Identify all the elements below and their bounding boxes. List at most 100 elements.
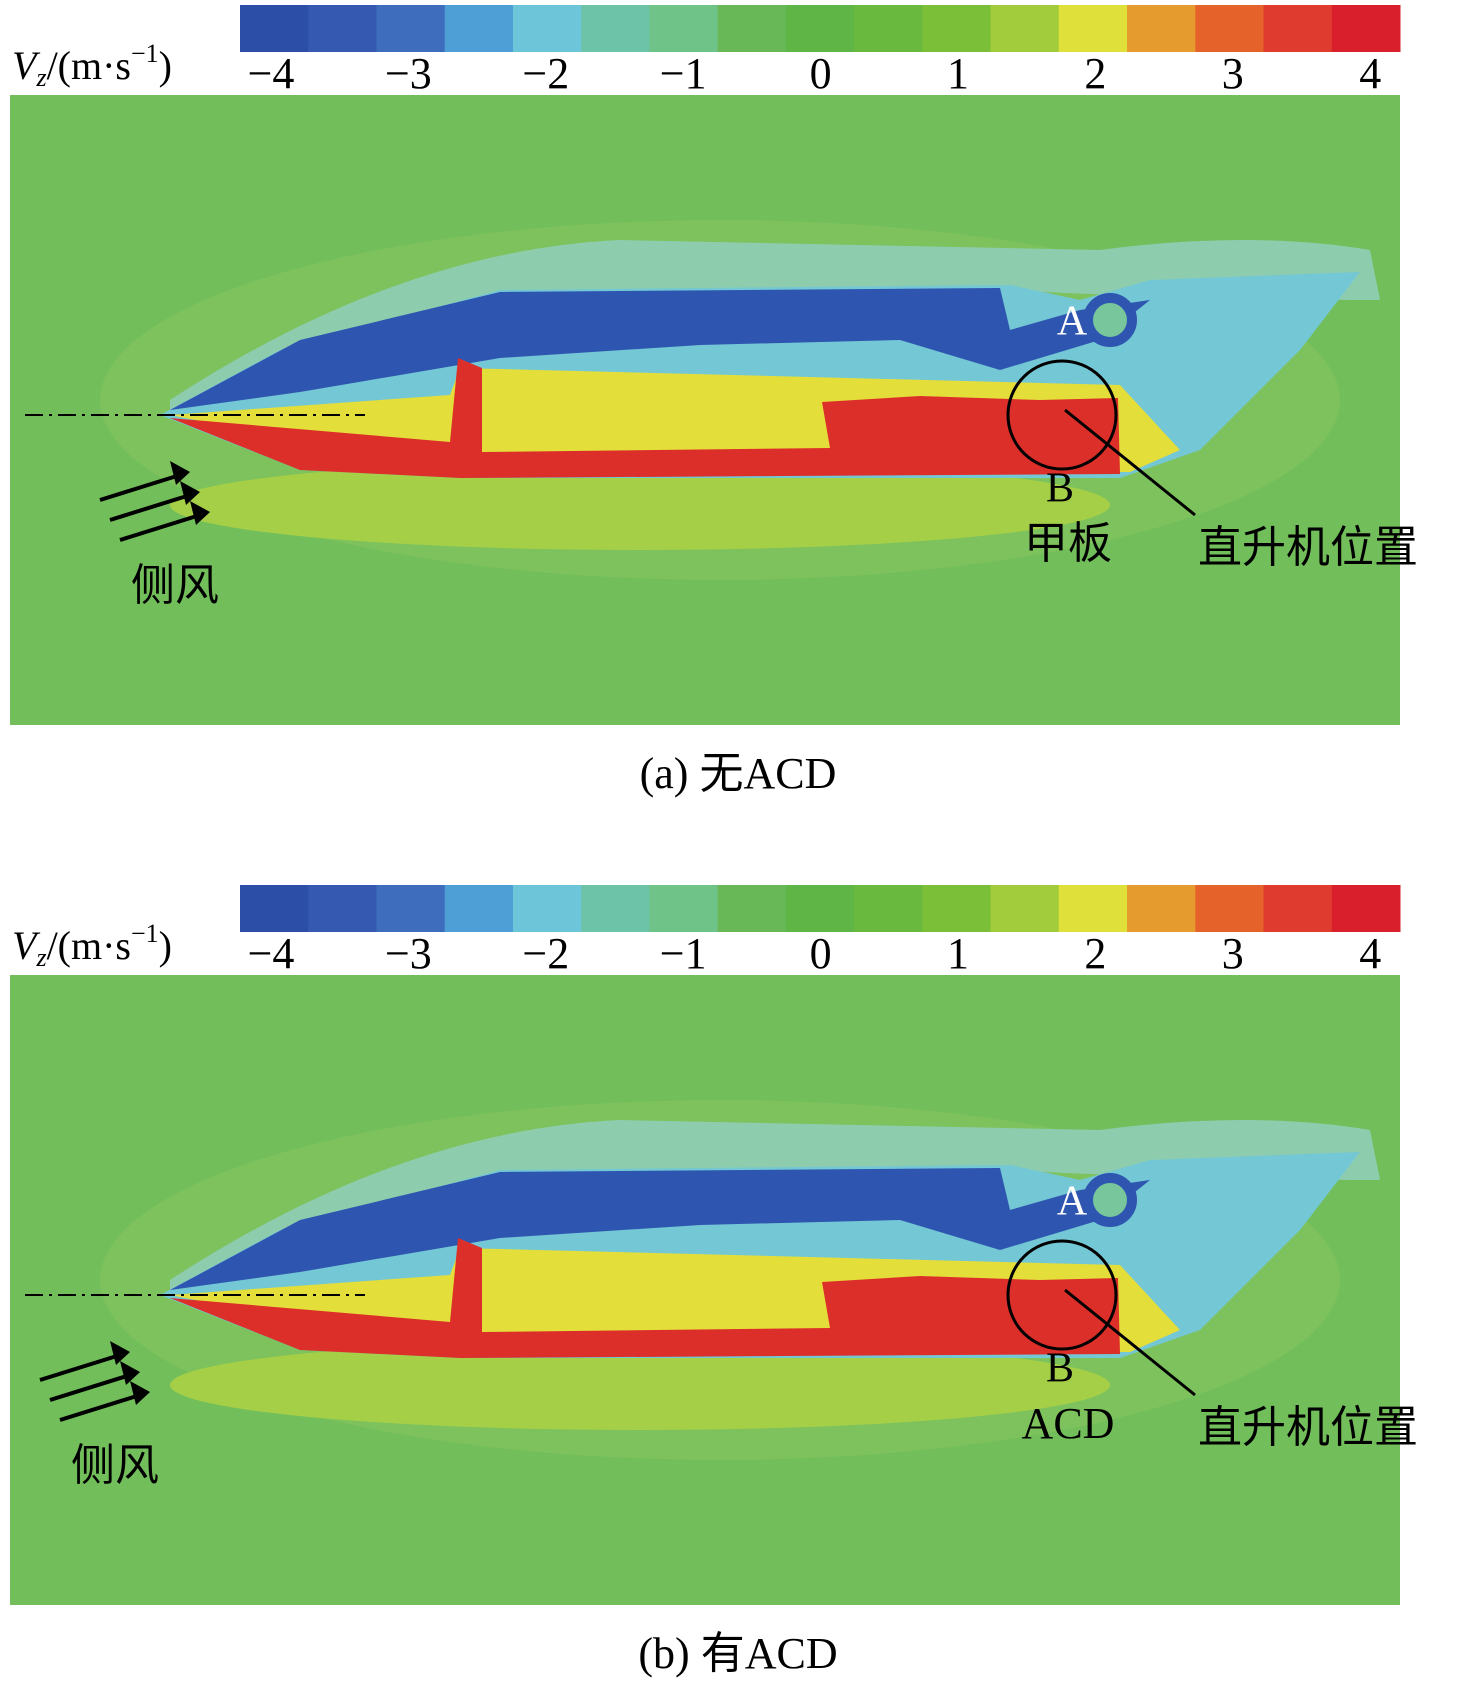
colorbar-tick-label: −2: [522, 929, 569, 978]
colorbar-label: Vz/(m·s−1): [12, 919, 172, 972]
colorbar-tick-label: 1: [947, 929, 969, 978]
colorbar-swatch: [1127, 5, 1196, 52]
colorbar-swatch: [1331, 5, 1401, 52]
colorbar-swatch: [581, 885, 650, 932]
arrow-head: [130, 1381, 150, 1405]
blue-region: [170, 1168, 1150, 1290]
colorbar-swatch: [1195, 5, 1265, 52]
label-var: V: [12, 43, 41, 88]
wind-arrow: [59, 1393, 141, 1422]
colorbar-swatch: [1127, 885, 1196, 932]
colorbar-tick-label: 2: [1084, 929, 1106, 978]
colorbar-swatch: [922, 885, 992, 932]
colorbar-swatch: [922, 5, 992, 52]
colorbar-tick-label: 1: [947, 49, 969, 98]
label-close: ): [159, 923, 172, 968]
caption: (a) 无ACD: [640, 749, 837, 798]
point-b: B: [1046, 1346, 1074, 1392]
colorbar-swatch: [785, 5, 855, 52]
label-sub: z: [35, 943, 46, 972]
colorbar-tick-label: −4: [248, 929, 295, 978]
colorbar-tick-label: 4: [1359, 49, 1381, 98]
vortex: [1083, 293, 1137, 347]
label-sup: −1: [131, 39, 159, 68]
device-label: ACD: [1022, 1399, 1115, 1448]
helicopter-circle: [1006, 359, 1118, 471]
colorbar-tick-label: 2: [1084, 49, 1106, 98]
vortex: [1083, 1173, 1137, 1227]
helicopter-label: 直升机位置: [1198, 523, 1418, 572]
colorbar-swatch: [512, 885, 582, 932]
colorbar-swatch: [854, 5, 923, 52]
blue-region: [170, 288, 1150, 410]
colorbar-swatch: [376, 885, 446, 932]
wind-arrow: [109, 493, 191, 522]
wind-label: 侧风: [71, 1441, 159, 1490]
colorbar-swatch: [1263, 885, 1333, 932]
label-var: V: [12, 923, 41, 968]
colorbar-label: Vz/(m·s−1): [12, 39, 172, 92]
colorbar-swatch: [990, 885, 1060, 932]
label-close: ): [159, 43, 172, 88]
label-sub: z: [35, 63, 46, 92]
colorbar-tick-label: 0: [810, 929, 832, 978]
label-unit: /(m·s: [47, 923, 131, 968]
colorbar-swatch: [717, 5, 787, 52]
colorbar-swatch: [854, 885, 923, 932]
colorbar-swatch: [376, 5, 446, 52]
colorbar-swatch: [308, 5, 377, 52]
device-label: 甲板: [1024, 519, 1112, 568]
arrow-head: [120, 1361, 140, 1385]
colorbar-swatch: [308, 885, 377, 932]
colorbar-swatch: [512, 5, 582, 52]
colorbar-tick-label: −1: [660, 929, 707, 978]
point-a: A: [1057, 1179, 1088, 1225]
colorbar-tick-label: −2: [522, 49, 569, 98]
colorbar-tick-label: 3: [1222, 929, 1244, 978]
colorbar-tick-label: −4: [248, 49, 295, 98]
colorbar-swatch: [1058, 5, 1128, 52]
colorbar-swatch: [444, 5, 514, 52]
colorbar-swatch: [1331, 885, 1401, 932]
point-b: B: [1046, 466, 1074, 512]
colorbar-tick-label: −3: [385, 49, 432, 98]
helicopter-circle: [1006, 1239, 1118, 1351]
colorbar-swatch: [1058, 885, 1128, 932]
point-a: A: [1057, 299, 1088, 345]
colorbar-tick-label: 3: [1222, 49, 1244, 98]
wind-arrow: [39, 1353, 121, 1382]
colorbar-tick-label: 0: [810, 49, 832, 98]
colorbar-tick-label: −3: [385, 929, 432, 978]
leader-line: [1064, 1288, 1196, 1397]
helicopter-label: 直升机位置: [1198, 1403, 1418, 1452]
halo-low: [170, 460, 1110, 550]
colorbar-swatch: [240, 885, 309, 932]
arrow-head: [180, 481, 200, 505]
colorbar-swatch: [649, 885, 719, 932]
colorbar-swatch: [1195, 885, 1265, 932]
label-sup: −1: [131, 919, 159, 948]
colorbar-swatch: [240, 5, 309, 52]
colorbar-tick-label: −1: [660, 49, 707, 98]
wind-arrow: [49, 1373, 131, 1402]
label-unit: /(m·s: [47, 43, 131, 88]
colorbar-swatch: [785, 885, 855, 932]
colorbar-tick-label: 4: [1359, 929, 1381, 978]
red-region: [170, 1238, 1120, 1358]
colorbar-swatch: [581, 5, 650, 52]
wind-arrow: [119, 513, 201, 542]
arrow-head: [190, 501, 210, 525]
colorbar-swatch: [1263, 5, 1333, 52]
red-region: [170, 358, 1120, 478]
wind-label: 侧风: [131, 561, 219, 610]
colorbar-swatch: [990, 5, 1060, 52]
colorbar-swatch: [717, 885, 787, 932]
colorbar-swatch: [649, 5, 719, 52]
halo-up: [170, 1120, 1380, 1290]
arrow-head: [110, 1341, 130, 1365]
arrow-head: [170, 461, 190, 485]
leader-line: [1064, 408, 1196, 517]
